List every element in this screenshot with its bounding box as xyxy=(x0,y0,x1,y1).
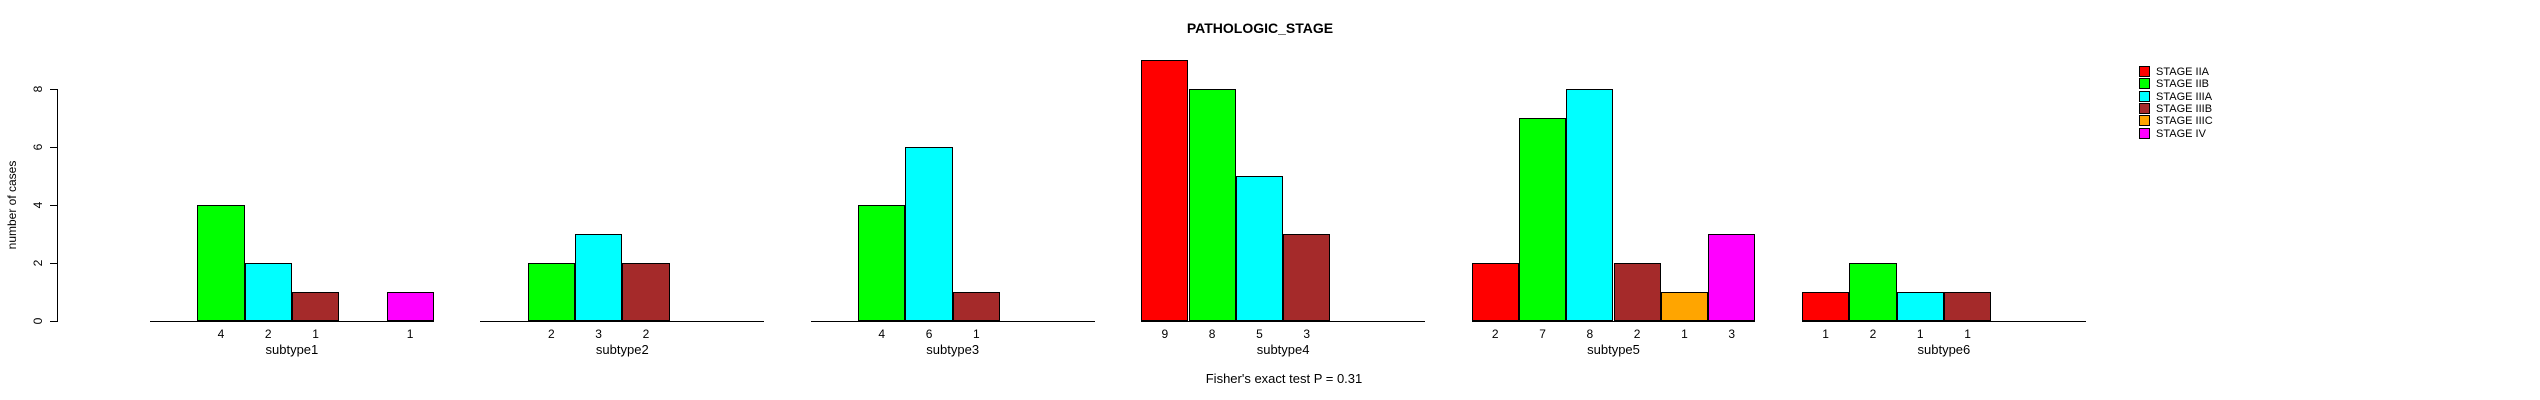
bar-subtype5-stage-iiia xyxy=(1566,89,1614,321)
y-axis-tick xyxy=(50,147,57,148)
y-axis-tick-label: 6 xyxy=(31,143,45,151)
bar-subtype2-stage-iiib xyxy=(622,263,670,321)
bar-value-label: 8 xyxy=(1208,327,1216,341)
bar-subtype3-stage-iib xyxy=(858,205,906,321)
y-axis-line xyxy=(57,89,58,322)
bar-subtype2-stage-iiia xyxy=(575,234,623,321)
bar-subtype6-stage-iiia xyxy=(1896,292,1944,321)
y-axis-tick xyxy=(50,205,57,206)
bar-value-label: 8 xyxy=(1586,327,1594,341)
y-axis-tick-label: 4 xyxy=(31,201,45,209)
bar-subtype5-stage-iiic xyxy=(1660,292,1709,321)
bar-subtype6-stage-iiib xyxy=(1943,292,1992,321)
legend-swatch-stage-iia xyxy=(2139,66,2150,77)
bar-value-label: 6 xyxy=(925,327,933,341)
category-label-subtype4: subtype4 xyxy=(1256,342,1310,357)
chart-title: PATHOLOGIC_STAGE xyxy=(1186,20,1334,36)
bar-subtype3-stage-iiia xyxy=(905,147,953,321)
legend-label-stage-iib: STAGE IIB xyxy=(2156,78,2209,91)
category-label-subtype1: subtype1 xyxy=(265,342,319,357)
bar-subtype1-stage-iib xyxy=(197,205,245,321)
bar-subtype1-stage-iv xyxy=(386,292,434,321)
bar-value-label: 4 xyxy=(217,327,225,341)
bar-subtype4-stage-iia xyxy=(1141,60,1189,321)
bar-value-label: 9 xyxy=(1161,327,1169,341)
bar-subtype5-stage-iiib xyxy=(1613,263,1661,321)
bar-value-label: 3 xyxy=(1728,327,1736,341)
x-axis-baseline-subtype1 xyxy=(150,321,434,322)
bar-value-label: 4 xyxy=(878,327,886,341)
bar-subtype5-stage-iia xyxy=(1471,263,1519,321)
bar-subtype1-stage-iiia xyxy=(244,263,292,321)
bar-value-label: 1 xyxy=(973,327,980,341)
x-axis-baseline-subtype2 xyxy=(480,321,765,322)
y-axis-tick xyxy=(50,321,57,322)
bar-value-label: 5 xyxy=(1256,327,1263,341)
x-axis-baseline-subtype5 xyxy=(1471,321,1756,322)
y-axis-tick xyxy=(50,89,57,90)
bar-value-label: 1 xyxy=(312,327,319,341)
x-axis-baseline-subtype4 xyxy=(1141,321,1425,322)
bar-value-label: 7 xyxy=(1539,327,1546,341)
x-axis-baseline-subtype6 xyxy=(1802,321,2086,322)
bar-value-label: 2 xyxy=(642,327,650,341)
bar-subtype1-stage-iiib xyxy=(291,292,340,321)
legend-swatch-stage-iiia xyxy=(2139,90,2150,102)
legend-label-stage-iv: STAGE IV xyxy=(2156,127,2206,140)
bar-subtype4-stage-iiib xyxy=(1283,234,1331,321)
bar-subtype4-stage-iib xyxy=(1188,89,1236,321)
legend-label-stage-iiia: STAGE IIIA xyxy=(2156,90,2213,103)
bar-value-label: 1 xyxy=(1916,327,1924,341)
category-label-subtype5: subtype5 xyxy=(1587,342,1640,357)
bar-value-label: 2 xyxy=(1633,327,1641,341)
bar-value-label: 2 xyxy=(264,327,272,341)
bar-subtype2-stage-iib xyxy=(527,263,575,321)
bar-value-label: 2 xyxy=(1491,327,1499,341)
bar-value-label: 2 xyxy=(548,327,555,341)
x-axis-baseline-subtype3 xyxy=(810,321,1095,322)
bar-subtype4-stage-iiia xyxy=(1235,176,1284,321)
fisher-test-annotation: Fisher's exact test P = 0.31 xyxy=(1205,371,1363,386)
bar-value-label: 3 xyxy=(595,327,602,341)
legend-label-stage-iiic: STAGE IIIC xyxy=(2156,115,2213,128)
category-label-subtype6: subtype6 xyxy=(1917,342,1971,357)
y-axis-tick-label: 8 xyxy=(31,85,45,93)
y-axis-tick xyxy=(50,263,57,264)
legend-swatch-stage-iiib xyxy=(2139,102,2150,114)
legend-swatch-stage-iv xyxy=(2139,127,2150,139)
y-axis-tick-label: 0 xyxy=(31,317,45,325)
legend-swatch-stage-iib xyxy=(2139,78,2150,90)
bar-subtype3-stage-iiib xyxy=(952,292,1000,321)
bar-subtype6-stage-iia xyxy=(1802,292,1850,321)
bar-value-label: 1 xyxy=(1681,327,1688,341)
category-label-subtype3: subtype3 xyxy=(926,342,980,357)
bar-subtype5-stage-iv xyxy=(1708,234,1756,321)
y-axis-title: number of cases xyxy=(5,160,19,250)
legend-label-stage-iiib: STAGE IIIB xyxy=(2156,102,2213,115)
legend-swatch-stage-iiic xyxy=(2139,115,2150,127)
category-label-subtype2: subtype2 xyxy=(595,342,649,357)
bar-value-label: 1 xyxy=(1964,327,1971,341)
legend-label-stage-iia: STAGE IIA xyxy=(2156,66,2209,78)
y-axis-tick-label: 2 xyxy=(31,259,45,267)
bar-value-label: 1 xyxy=(406,327,414,341)
bar-value-label: 2 xyxy=(1869,327,1877,341)
bar-value-label: 3 xyxy=(1303,327,1311,341)
bar-subtype5-stage-iib xyxy=(1518,118,1567,321)
bar-value-label: 1 xyxy=(1822,327,1829,341)
bar-subtype6-stage-iib xyxy=(1849,263,1897,321)
